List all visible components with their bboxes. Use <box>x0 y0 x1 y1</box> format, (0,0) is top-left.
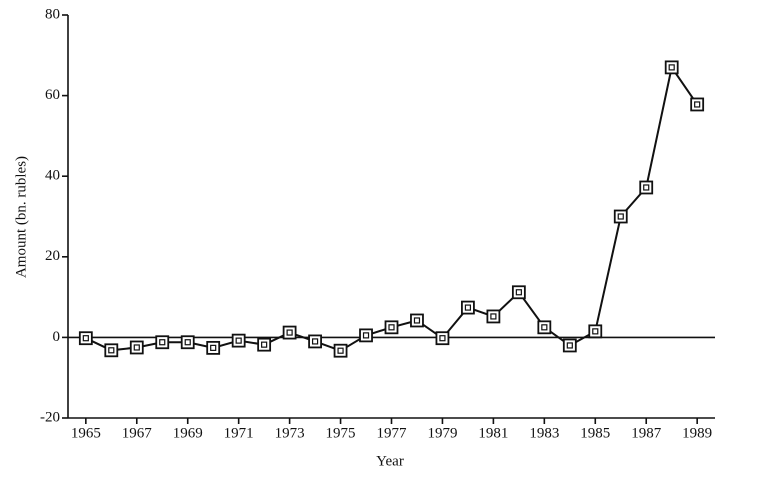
marker <box>231 333 246 348</box>
x-tick-label: 1973 <box>275 425 305 441</box>
marker <box>461 300 475 315</box>
x-tick-label: 1967 <box>122 425 153 441</box>
marker <box>308 334 322 349</box>
x-tick-label: 1971 <box>224 425 254 441</box>
marker-inner <box>337 347 344 354</box>
x-tick-label: 1987 <box>631 425 662 441</box>
marker <box>639 180 654 195</box>
marker-inner <box>490 313 497 320</box>
x-tick-label: 1985 <box>580 425 610 441</box>
marker <box>384 320 399 335</box>
marker <box>282 325 297 340</box>
marker-inner <box>286 329 293 336</box>
marker <box>359 328 373 343</box>
marker <box>155 335 170 350</box>
marker-inner <box>592 328 599 335</box>
marker-inner <box>515 289 522 296</box>
marker <box>333 343 348 358</box>
marker-inner <box>566 342 573 349</box>
marker-inner <box>439 335 446 342</box>
marker-inner <box>413 317 421 324</box>
y-tick-label: 0 <box>53 329 61 345</box>
marker-inner <box>464 304 472 311</box>
y-axis-label: Amount (bn. rubles) <box>13 156 29 278</box>
marker-inner <box>643 184 650 191</box>
marker-inner <box>82 335 89 342</box>
marker-inner <box>388 324 395 331</box>
marker <box>435 331 450 346</box>
data-line <box>85 64 698 352</box>
x-tick-label: 1975 <box>326 425 356 441</box>
marker-inner <box>541 324 548 331</box>
x-tick-label: 1969 <box>173 425 203 441</box>
y-tick-label: 20 <box>45 248 60 264</box>
marker <box>410 313 424 328</box>
marker-inner <box>311 338 319 345</box>
marker <box>180 335 195 350</box>
marker-inner <box>210 344 217 351</box>
x-tick-label: 1983 <box>529 425 559 441</box>
marker <box>486 309 501 324</box>
marker-inner <box>362 332 370 339</box>
marker <box>537 320 552 335</box>
marker-inner <box>159 339 166 346</box>
marker-inner <box>108 347 115 354</box>
x-tick-label: 1981 <box>478 425 508 441</box>
marker <box>78 331 93 346</box>
marker <box>690 97 705 112</box>
marker-inner <box>668 64 675 71</box>
marker <box>206 340 221 355</box>
y-tick-label: 60 <box>45 87 60 103</box>
y-tick-label: -20 <box>40 409 60 425</box>
marker <box>129 340 144 355</box>
marker-inner <box>235 337 242 344</box>
x-tick-label: 1965 <box>71 425 101 441</box>
marker <box>664 60 679 75</box>
marker-inner <box>617 213 624 220</box>
marker <box>257 337 272 352</box>
marker <box>588 324 603 339</box>
marker-inner <box>694 101 701 108</box>
x-tick-label: 1977 <box>377 425 408 441</box>
y-tick-label: 40 <box>45 168 60 184</box>
marker <box>613 209 628 224</box>
marker-inner <box>133 344 140 351</box>
x-axis-label: Year <box>376 453 404 469</box>
marker-inner <box>261 341 268 348</box>
marker <box>104 343 119 358</box>
x-tick-label: 1989 <box>682 425 712 441</box>
marker <box>511 285 526 300</box>
marker-inner <box>184 339 191 346</box>
x-tick-label: 1979 <box>427 425 457 441</box>
y-tick-label: 80 <box>45 6 60 22</box>
marker <box>562 338 577 353</box>
